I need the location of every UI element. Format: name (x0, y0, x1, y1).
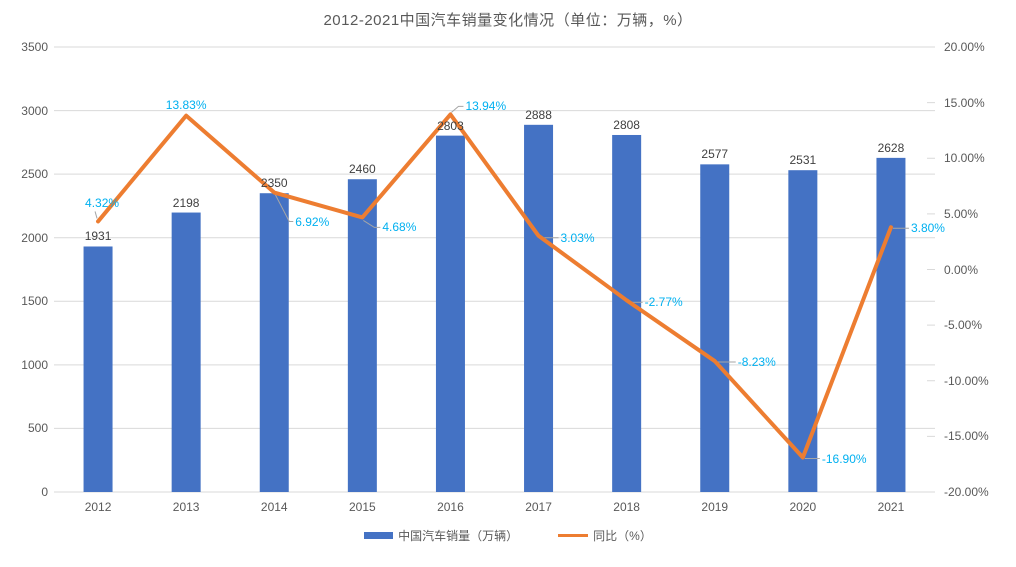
label-leader-line (94, 211, 98, 219)
bar-2021 (876, 157, 906, 492)
left-axis-tick-label: 1500 (21, 294, 48, 309)
legend-bar-swatch (364, 532, 394, 539)
yoy-value-label: -16.90% (821, 451, 867, 466)
left-axis-tick-label: 500 (27, 421, 48, 436)
yoy-value-label: 13.94% (465, 99, 507, 114)
x-axis-label: 2014 (260, 500, 288, 514)
bar-2013 (171, 212, 201, 493)
label-leader-line (451, 105, 464, 113)
x-axis-label: 2013 (172, 500, 200, 514)
yoy-value-label: -8.23% (737, 355, 776, 370)
x-axis-label: 2019 (701, 500, 729, 514)
yoy-value-label: 4.32% (85, 196, 120, 211)
yoy-value-label: -2.77% (644, 295, 683, 310)
right-axis-tick-label: 20.00% (944, 40, 985, 54)
yoy-value-label: 3.03% (560, 230, 595, 245)
legend-label-sales: 中国汽车销量（万辆） (398, 529, 519, 543)
yoy-line (96, 112, 893, 460)
label-leader-line (363, 220, 381, 228)
bar-value-label: 2803 (437, 118, 464, 133)
bar-value-label: 2460 (348, 162, 376, 177)
x-axis-label: 2020 (789, 500, 817, 514)
right-axis-tick-label: 0.00% (944, 262, 979, 277)
right-axis-tick-label: -15.00% (944, 429, 989, 444)
bar-value-label: 2888 (525, 107, 552, 122)
left-axis-tick-label: 3500 (21, 40, 48, 54)
bar-2012 (83, 246, 113, 492)
yoy-value-label: 3.80% (910, 221, 945, 236)
x-axis-label: 2012 (84, 500, 112, 514)
bar-2018 (612, 134, 642, 493)
bar-2016 (435, 135, 465, 492)
legend: 中国汽车销量（万辆） 同比（%） (0, 527, 1016, 544)
right-axis-tick-label: 15.00% (944, 95, 985, 110)
bar-2014 (259, 193, 289, 492)
legend-label-yoy: 同比（%） (593, 529, 652, 543)
bar-value-label: 1931 (84, 229, 112, 244)
yoy-value-label: 4.68% (382, 220, 417, 235)
yoy-value-label: 6.92% (295, 214, 330, 229)
yoy-value-label: 13.83% (165, 97, 207, 112)
bar-value-label: 2531 (789, 153, 817, 168)
bar-2015 (347, 179, 377, 492)
right-axis-tick-label: -20.00% (944, 485, 989, 499)
left-axis-tick-label: 2500 (21, 167, 48, 182)
bar-2020 (788, 170, 818, 493)
legend-item-sales: 中国汽车销量（万辆） (364, 527, 518, 544)
label-leader-line (274, 194, 294, 223)
bar-value-label: 2808 (613, 117, 640, 132)
right-axis-tick-label: -5.00% (944, 318, 983, 333)
bar-value-label: 2350 (260, 176, 288, 191)
x-axis-label: 2021 (877, 500, 905, 514)
right-axis-tick-label: 5.00% (944, 206, 979, 221)
legend-line-swatch (558, 534, 589, 537)
bar-value-label: 2198 (172, 195, 200, 210)
left-axis-tick-label: 3000 (21, 103, 48, 118)
bar-value-label: 2628 (877, 140, 905, 155)
x-axis-label: 2016 (437, 500, 464, 514)
left-axis-tick-label: 0 (41, 485, 48, 499)
right-axis-tick-label: -10.00% (944, 373, 989, 388)
bar-2019 (700, 164, 730, 493)
left-axis-tick-label: 2000 (21, 230, 48, 245)
bar-value-label: 2577 (701, 147, 729, 162)
left-axis-tick-label: 1000 (21, 357, 48, 372)
x-axis-label: 2018 (613, 500, 640, 514)
chart-title: 2012-2021中国汽车销量变化情况（单位：万辆，%） (323, 12, 693, 29)
legend-item-yoy: 同比（%） (558, 527, 652, 544)
right-axis-tick-label: 10.00% (944, 151, 985, 166)
x-axis-label: 2015 (348, 500, 376, 514)
bar-2017 (524, 124, 554, 492)
x-axis-label: 2017 (525, 500, 552, 514)
